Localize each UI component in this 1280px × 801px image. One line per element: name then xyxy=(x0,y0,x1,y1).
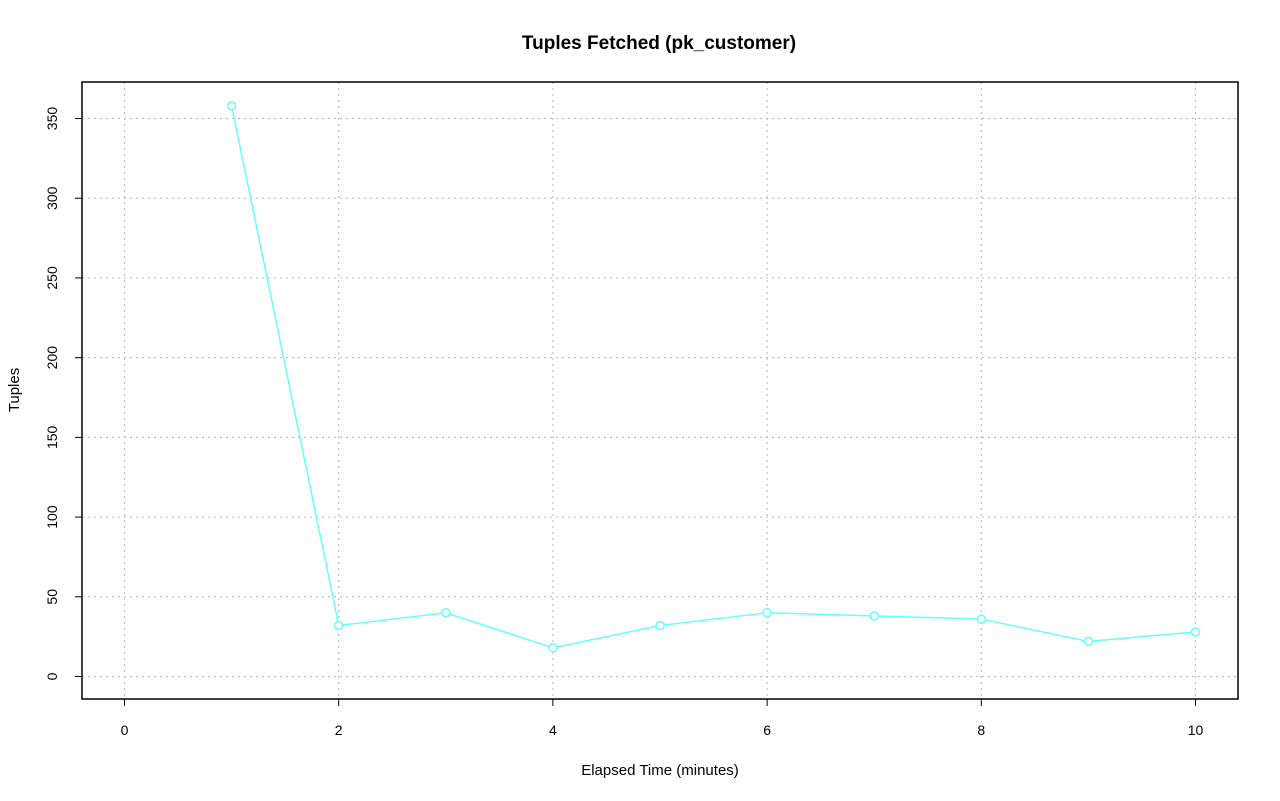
x-axis-label: Elapsed Time (minutes) xyxy=(581,762,739,779)
data-point xyxy=(976,614,987,624)
x-axis: 0 2 4 6 8 10 xyxy=(121,699,1204,738)
data-point xyxy=(762,607,772,618)
series-group xyxy=(226,100,1201,653)
x-tick-label: 8 xyxy=(977,722,985,738)
data-point xyxy=(333,620,344,631)
data-point xyxy=(226,100,237,111)
y-tick-label: 300 xyxy=(44,186,60,210)
y-tick-label: 250 xyxy=(44,266,60,290)
data-point xyxy=(441,607,451,618)
y-tick-label: 150 xyxy=(44,425,60,449)
grid-lines xyxy=(82,82,1238,699)
x-tick-label: 4 xyxy=(549,722,557,738)
x-tick-label: 2 xyxy=(335,722,343,738)
plot-frame xyxy=(81,81,1239,700)
x-tick-label: 6 xyxy=(763,722,771,738)
y-axis: 0 50 100 150 200 250 300 350 xyxy=(44,107,82,680)
y-tick-label: 50 xyxy=(44,589,60,605)
y-tick-label: 200 xyxy=(44,346,60,370)
series-line xyxy=(230,105,1196,649)
data-point xyxy=(548,643,558,653)
data-point xyxy=(1190,627,1201,637)
data-point xyxy=(1083,636,1094,647)
chart-title: Tuples Fetched (pk_customer) xyxy=(522,33,796,54)
data-point xyxy=(655,620,665,631)
y-tick-label: 350 xyxy=(44,107,60,131)
x-tick-label: 10 xyxy=(1188,722,1204,738)
data-point xyxy=(869,611,879,621)
y-axis-label: Tuples xyxy=(6,368,23,412)
x-tick-label: 0 xyxy=(121,722,129,738)
y-tick-label: 100 xyxy=(44,505,60,529)
y-tick-label: 0 xyxy=(44,672,60,680)
